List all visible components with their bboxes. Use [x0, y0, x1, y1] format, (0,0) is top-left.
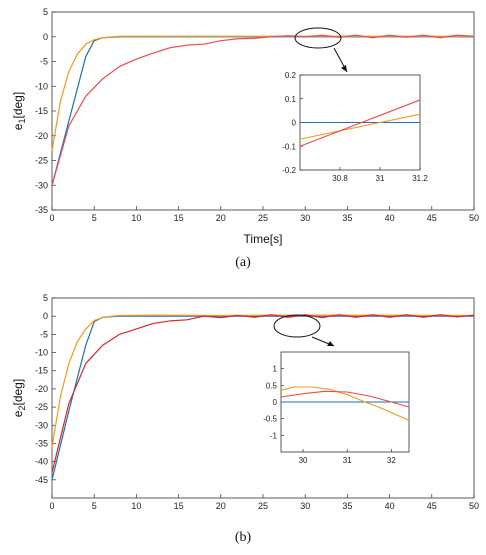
panel-b-x-tick-label: 15 [174, 501, 184, 511]
panel-b-y-ticks: 5 0 -5 -10 -15 -20 -25 -30 -35 -40 -45 [35, 293, 56, 485]
panel-a-x-tick-label: 0 [49, 213, 54, 223]
panel-b-x-tick-label: 25 [258, 501, 268, 511]
panel-b-x-tick-label: 35 [342, 501, 352, 511]
panel-a-y-tick-label: -30 [35, 180, 48, 190]
panel-b-series-line-blue [51, 315, 474, 480]
panel-b-y-tick-label: -10 [35, 348, 48, 358]
panel-b-inset-series-line-red [280, 390, 410, 408]
panel-a-y-axis-label: e1[deg] [11, 92, 27, 130]
panel-b-y-tick-label: 0 [43, 311, 48, 321]
panel-b-x-ticks: 0 5 10 15 20 25 30 35 40 45 50 [49, 494, 479, 511]
panel-a-x-tick-label: 20 [216, 213, 226, 223]
panel-b-y-tick-label: -30 [35, 420, 48, 430]
panel-b-inset-y-tick-label: -0.5 [263, 415, 277, 424]
panel-a-x-tick-label: 35 [342, 213, 352, 223]
panel-a-inset-series [299, 99, 421, 147]
panel-b-inset-series-line-orange [280, 386, 410, 421]
panel-b-y-tick-label: -25 [35, 402, 48, 412]
panel-a-x-axis-label: Time[s] [244, 232, 283, 246]
panel-b-y-tick-label: 5 [43, 293, 48, 303]
panel-a-y-tick-label: -20 [35, 131, 48, 141]
panel-a: 50-5-10-15-20-25-30-35 0 5 10 15 20 25 30 35 40 4… [11, 7, 479, 270]
panel-a-y-ticks: 5 0 -5 -10 -15 -20 -25 -30 -35 [35, 7, 56, 215]
panel-a-y-tick-label: 5 [43, 7, 48, 17]
panel-b-x-tick-label: 30 [300, 501, 310, 511]
panel-a-x-ticks: 0 5 10 15 20 25 30 35 40 45 50 [49, 206, 479, 223]
panel-b-y-tick-label: -40 [35, 457, 48, 467]
panel-b-inset-y-tick-label: 1 [273, 365, 278, 374]
panel-b-x-tick-label: 45 [427, 501, 437, 511]
panel-b-x-tick-label: 20 [216, 501, 226, 511]
panel-a-x-tick-label: 30 [300, 213, 310, 223]
panel-a-y-tick-label: -15 [35, 106, 48, 116]
panel-b-x-tick-label: 40 [385, 501, 395, 511]
panel-b-zoom-arrowhead [327, 341, 334, 346]
panel-a-inset-y-tick-label: 0.2 [285, 71, 297, 80]
panel-b-y-tick-label: -45 [35, 475, 48, 485]
panel-b-series-line-darkred [51, 314, 475, 473]
panel-a-y-tick-label: -35 [35, 205, 48, 215]
panel-b-series [51, 314, 475, 480]
panel-b-inset-x-tick-label: 32 [387, 456, 396, 465]
panel-b-inset-series [280, 386, 410, 421]
panel-a-series-line-red [51, 34, 475, 186]
panel-a-y-tick-label: 0 [43, 32, 48, 42]
panel-b-x-tick-label: 50 [469, 501, 479, 511]
panel-a-series [51, 34, 475, 186]
panel-a-x-tick-label: 10 [131, 213, 141, 223]
panel-b-x-tick-label: 0 [49, 501, 54, 511]
panel-b-inset-y-tick-label: -1 [270, 431, 278, 440]
panel-b-y-axis-label: e2[deg] [11, 379, 27, 417]
panel-a-inset-y-tick-label: 0 [292, 119, 297, 128]
panel-a-inset-x-ticks: 30.8 31 31.2 [332, 167, 428, 183]
panel-a-inset-y-tick-label: -0.2 [282, 166, 296, 175]
panel-a-inset-x-tick-label: 31.2 [412, 174, 428, 183]
panel-a-inset-x-tick-label: 30.8 [332, 174, 348, 183]
panel-a-x-tick-label: 15 [174, 213, 184, 223]
panel-a-x-tick-label: 5 [92, 213, 97, 223]
panel-a-zoom-arrowhead [341, 65, 347, 72]
panel-b-zoom-ellipse [273, 314, 321, 338]
panel-a-series-line-orange [51, 35, 474, 151]
panel-b-plot-frame [51, 297, 475, 499]
panel-a-zoom-ellipse [294, 27, 342, 49]
panel-b-y-tick-label: -5 [40, 329, 48, 339]
panel-b-inset-x-ticks: 30 31 32 [299, 449, 396, 465]
panel-a-inset-x-tick-label: 31 [376, 174, 385, 183]
panel-b-inset-y-tick-label: 0 [273, 398, 278, 407]
panel-b-inset-x-tick-label: 31 [343, 456, 352, 465]
panel-b-caption: (b) [235, 530, 252, 545]
panel-a-x-tick-label: 25 [258, 213, 268, 223]
panel-a-inset-series-line-red [299, 99, 421, 147]
panel-b-inset-y-tick-label: 0.5 [266, 381, 278, 390]
panel-a-x-tick-label: 50 [469, 213, 479, 223]
panel-b-x-tick-label: 10 [131, 501, 141, 511]
panel-a-y-tick-label: -10 [35, 81, 48, 91]
panel-b-x-tick-label: 5 [92, 501, 97, 511]
panel-a-y-tick-label: -25 [35, 156, 48, 166]
panel-b: 50-5-10-15-20-25-30-35-40-45 0 5 10 15 20 25 3… [11, 293, 479, 545]
panel-b-y-tick-label: -20 [35, 384, 48, 394]
panel-a-inset-y-tick-label: 0.1 [285, 95, 297, 104]
panel-a-inset-series-line-orange [299, 113, 421, 140]
panel-a-y-tick-label: -5 [40, 57, 48, 67]
panel-b-y-tick-label: -15 [35, 366, 48, 376]
panel-b-y-tick-label: -35 [35, 438, 48, 448]
panel-a-x-tick-label: 40 [385, 213, 395, 223]
panel-b-inset-x-tick-label: 30 [299, 456, 308, 465]
panel-a-x-tick-label: 45 [427, 213, 437, 223]
panel-a-caption: (a) [235, 255, 251, 270]
panel-a-inset-y-tick-label: -0.1 [282, 142, 296, 151]
